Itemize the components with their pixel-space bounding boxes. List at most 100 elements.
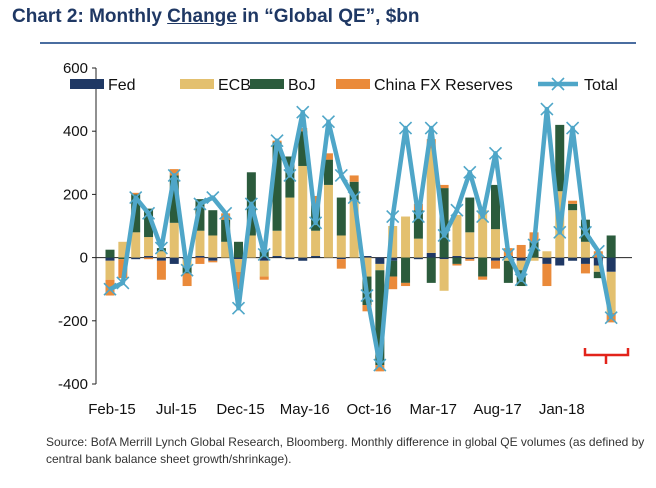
bar-ecb — [311, 230, 321, 257]
total-marker-stroke — [450, 203, 464, 217]
bar-fed — [555, 257, 565, 266]
total-marker-stroke — [373, 358, 387, 372]
x-tick-label: Jul-15 — [156, 401, 197, 418]
y-tick-label: 600 — [63, 60, 88, 77]
chart-tick-labels: -400 -200 0 200 400 600 Feb-15 Jul-15 Dec-15 May-… — [58, 60, 585, 418]
total-point — [373, 358, 387, 372]
bar-ecb — [195, 230, 205, 257]
total-point — [553, 225, 567, 239]
bar-fed — [362, 256, 372, 258]
total-point — [578, 225, 593, 239]
qe-chart: -400 -200 0 200 400 600 Feb-15 Jul-15 Dec-15 May-… — [58, 60, 632, 418]
bar-fed — [426, 252, 436, 258]
bar-china-fx-reserves — [362, 305, 372, 312]
total-marker-stroke — [604, 311, 618, 325]
total-marker-stroke — [591, 244, 605, 258]
legend-swatch — [336, 79, 370, 89]
y-tick-label: 400 — [63, 123, 88, 140]
title-prefix: Chart 2: Monthly — [12, 6, 168, 27]
bar-fed — [516, 257, 526, 261]
bar-boj — [221, 219, 231, 242]
bar-boj — [491, 184, 500, 230]
bar-fed — [542, 257, 552, 264]
legend-item-boj: BoJ — [250, 77, 316, 94]
chart-title: Chart 2: Monthly Change in “Global QE”, … — [12, 6, 419, 28]
bar-boj — [593, 271, 603, 279]
chart-legend: Fed ECB BoJ China FX Reserves Total — [70, 77, 618, 94]
total-point — [424, 121, 438, 135]
total-marker-stroke — [244, 197, 258, 211]
total-point — [398, 121, 413, 135]
bar-china-fx-reserves — [491, 260, 500, 269]
total-marker-stroke — [167, 168, 181, 183]
title-underlined-word: Change — [167, 6, 237, 27]
legend-label: Fed — [108, 77, 136, 94]
bar-ecb — [272, 230, 282, 257]
bar-china-fx-reserves — [336, 259, 346, 269]
bar-ecb — [169, 222, 179, 258]
bar-ecb — [323, 184, 333, 258]
bar-china-fx-reserves — [542, 263, 552, 287]
bar-ecb — [478, 210, 488, 258]
bar-fed — [413, 257, 423, 260]
legend-label: BoJ — [288, 77, 316, 94]
total-point — [463, 165, 477, 179]
total-point — [437, 228, 451, 243]
bar-fed — [439, 257, 449, 260]
bar-boj — [606, 235, 616, 258]
bar-china-fx-reserves — [452, 263, 462, 266]
x-tick-label: Aug-17 — [473, 401, 521, 418]
bar-boj — [413, 210, 423, 239]
x-tick-label: Oct-16 — [346, 401, 391, 418]
total-marker-stroke — [398, 121, 413, 135]
total-point — [206, 190, 220, 205]
bar-ecb — [568, 210, 578, 258]
total-marker-stroke — [257, 247, 271, 262]
total-marker-stroke — [103, 282, 117, 296]
total-marker-stroke — [193, 197, 207, 211]
total-marker-stroke — [566, 121, 580, 135]
bar-boj — [118, 257, 128, 260]
bar-ecb — [298, 165, 308, 258]
title-suffix: in “Global QE”, $bn — [236, 6, 420, 27]
bar-china-fx-reserves — [182, 273, 192, 287]
bar-ecb — [542, 251, 552, 258]
x-tick-label: May-16 — [280, 401, 330, 418]
bar-boj — [272, 142, 282, 231]
bar-china-fx-reserves — [156, 260, 166, 280]
bar-boj — [426, 257, 436, 283]
chart-total-line — [103, 102, 618, 372]
total-marker-stroke — [347, 190, 361, 205]
bar-fed — [336, 257, 346, 260]
total-point — [334, 168, 348, 183]
legend-label: China FX Reserves — [374, 77, 513, 94]
legend-swatch — [180, 79, 214, 89]
bar-ecb — [336, 235, 346, 258]
total-point — [488, 146, 503, 160]
x-tick-label: Feb-15 — [88, 401, 136, 418]
bar-china-fx-reserves — [349, 175, 359, 182]
bar-china-fx-reserves — [401, 282, 411, 287]
bar-fed — [285, 257, 295, 260]
total-marker-stroke — [141, 206, 156, 220]
total-point — [540, 102, 554, 116]
bar-fed — [580, 257, 590, 264]
total-marker-stroke — [501, 247, 515, 262]
bar-ecb — [439, 259, 449, 291]
bar-china-fx-reserves — [375, 365, 385, 372]
highlight-bracket — [583, 348, 630, 364]
bar-fed — [465, 257, 475, 260]
total-marker-stroke — [270, 134, 284, 148]
bar-ecb — [234, 259, 243, 272]
bar-boj — [401, 257, 411, 283]
bar-ecb — [491, 229, 500, 258]
bar-fed — [169, 257, 179, 264]
bar-ecb — [465, 232, 475, 258]
bar-china-fx-reserves — [144, 257, 154, 260]
bar-fed — [388, 257, 398, 261]
total-point — [347, 190, 361, 205]
bar-china-fx-reserves — [568, 200, 578, 204]
total-point — [154, 241, 168, 255]
bar-china-fx-reserves — [388, 276, 398, 290]
bar-fed — [568, 257, 578, 261]
